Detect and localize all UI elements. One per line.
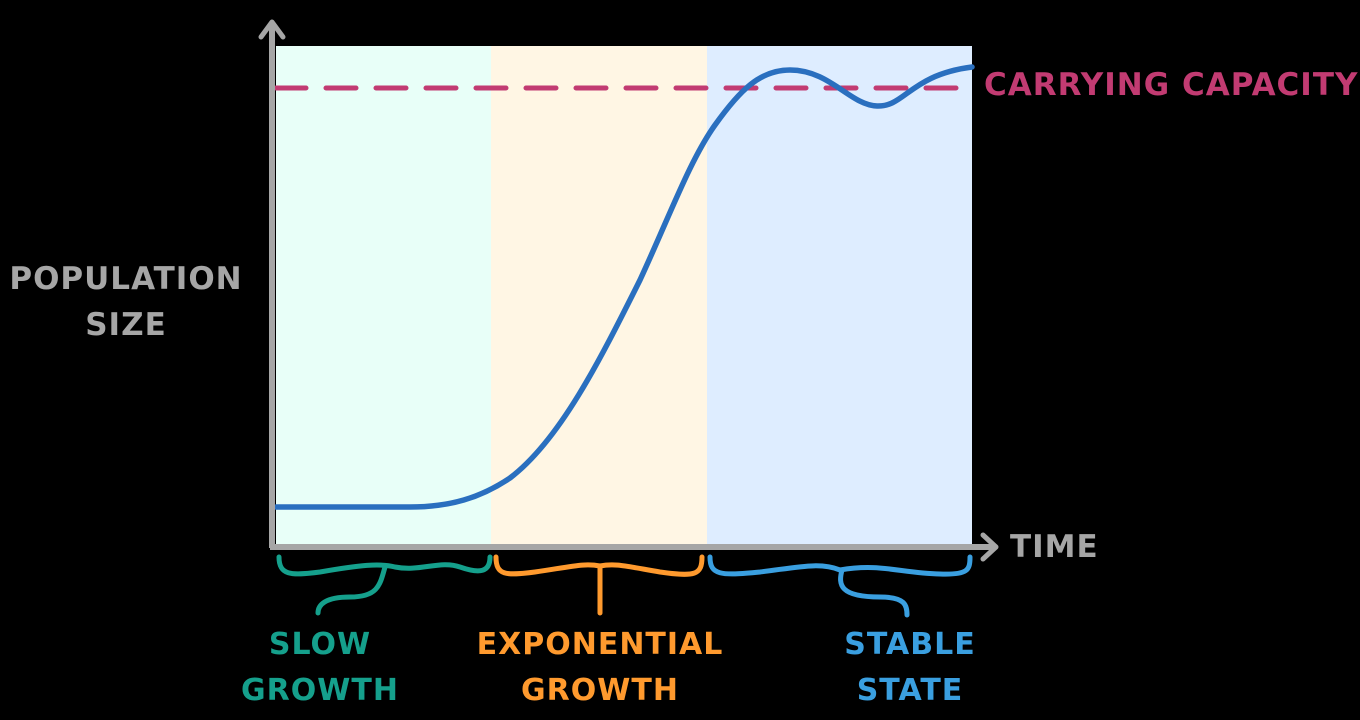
stable-state-region: [707, 46, 972, 546]
x-axis-label: TIME: [1010, 529, 1099, 565]
y-axis-label-line2: SIZE: [85, 307, 167, 343]
y-axis-label: POPULATION SIZE: [0, 256, 252, 348]
x-axis-arrow-icon: [980, 532, 999, 562]
stable-state-label: STABLE STATE: [800, 622, 1020, 714]
carrying-capacity-label: CARRYING CAPACITY: [984, 67, 1359, 103]
y-axis-label-line1: POPULATION: [9, 261, 243, 297]
slow-growth-label-line1: SLOW: [268, 627, 372, 662]
exponential-growth-region: [491, 46, 707, 546]
stable-state-label-line1: STABLE: [844, 627, 976, 662]
slow-growth-brace: [276, 554, 493, 616]
stable-state-brace: [707, 554, 973, 618]
exponential-growth-label-line2: GROWTH: [521, 673, 679, 708]
exponential-growth-brace: [493, 554, 705, 616]
exponential-growth-label: EXPONENTIAL GROWTH: [450, 622, 750, 714]
slow-growth-label-line2: GROWTH: [241, 673, 399, 708]
slow-growth-region: [276, 46, 491, 546]
stable-state-label-line2: STATE: [856, 673, 964, 708]
exponential-growth-label-line1: EXPONENTIAL: [476, 627, 724, 662]
slow-growth-label: SLOW GROWTH: [220, 622, 420, 714]
y-axis-arrow-icon: [258, 19, 286, 40]
population-curve: [273, 64, 975, 510]
